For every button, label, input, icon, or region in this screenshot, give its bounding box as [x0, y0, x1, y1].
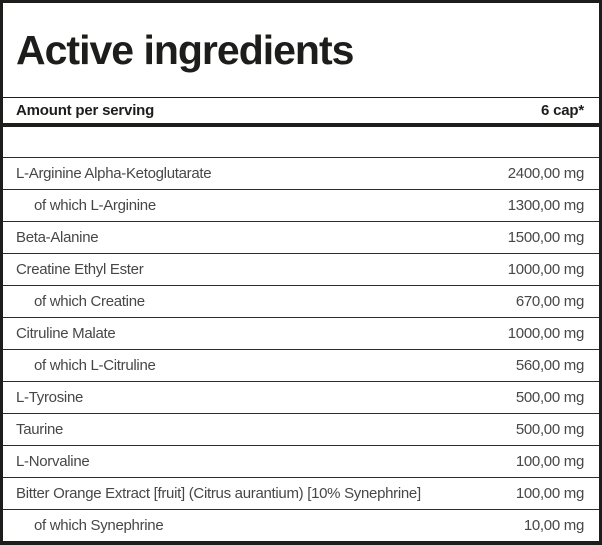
ingredient-row: L-Arginine Alpha-Ketoglutarate 2400,00 m…	[3, 158, 599, 190]
ingredients-table-body: L-Arginine Alpha-Ketoglutarate 2400,00 m…	[3, 158, 599, 541]
title-section: Active ingredients	[3, 3, 599, 98]
ingredient-amount: 1300,00 mg	[507, 197, 585, 214]
ingredient-row: L-Tyrosine 500,00 mg	[3, 382, 599, 414]
ingredient-name: Beta-Alanine	[16, 229, 99, 246]
ingredient-amount: 500,00 mg	[515, 421, 584, 438]
ingredient-name: L-Tyrosine	[16, 389, 84, 406]
ingredient-row: of which L-Citruline 560,00 mg	[3, 350, 599, 382]
ingredient-name: of which Creatine	[34, 293, 145, 310]
ingredient-amount: 10,00 mg	[523, 517, 584, 534]
ingredient-name: Citruline Malate	[16, 325, 116, 342]
ingredient-row: Beta-Alanine 1500,00 mg	[3, 222, 599, 254]
ingredient-row: of which Synephrine 10,00 mg	[3, 510, 599, 541]
ingredient-name: of which L-Citruline	[34, 357, 156, 374]
amount-per-serving-label: Amount per serving	[16, 102, 155, 119]
ingredient-name: of which L-Arginine	[34, 197, 156, 214]
page-title: Active ingredients	[16, 26, 354, 73]
ingredient-amount: 100,00 mg	[515, 485, 584, 502]
ingredient-amount: 500,00 mg	[515, 389, 584, 406]
ingredient-row: Citruline Malate 1000,00 mg	[3, 318, 599, 350]
ingredient-row: Creatine Ethyl Ester 1000,00 mg	[3, 254, 599, 286]
ingredient-amount: 2400,00 mg	[507, 165, 585, 182]
serving-size-value: 6 cap*	[541, 102, 584, 119]
ingredient-amount: 100,00 mg	[515, 453, 584, 470]
ingredient-name: L-Norvaline	[16, 453, 90, 470]
ingredient-amount: 1500,00 mg	[507, 229, 585, 246]
spacer-row	[3, 127, 599, 158]
ingredient-row: of which Creatine 670,00 mg	[3, 286, 599, 318]
ingredient-row: Taurine 500,00 mg	[3, 414, 599, 446]
ingredient-amount: 1000,00 mg	[507, 261, 585, 278]
ingredient-name: L-Arginine Alpha-Ketoglutarate	[16, 165, 212, 182]
column-header-row: Amount per serving 6 cap*	[3, 98, 599, 127]
ingredient-amount: 560,00 mg	[515, 357, 584, 374]
ingredient-amount: 1000,00 mg	[507, 325, 585, 342]
ingredient-name: Taurine	[16, 421, 64, 438]
ingredient-amount: 670,00 mg	[515, 293, 584, 310]
ingredient-row: of which L-Arginine 1300,00 mg	[3, 190, 599, 222]
ingredient-row: Bitter Orange Extract [fruit] (Citrus au…	[3, 478, 599, 510]
ingredient-name: Creatine Ethyl Ester	[16, 261, 144, 278]
ingredient-row: L-Norvaline 100,00 mg	[3, 446, 599, 478]
ingredient-name: Bitter Orange Extract [fruit] (Citrus au…	[16, 485, 421, 502]
ingredient-name: of which Synephrine	[34, 517, 164, 534]
